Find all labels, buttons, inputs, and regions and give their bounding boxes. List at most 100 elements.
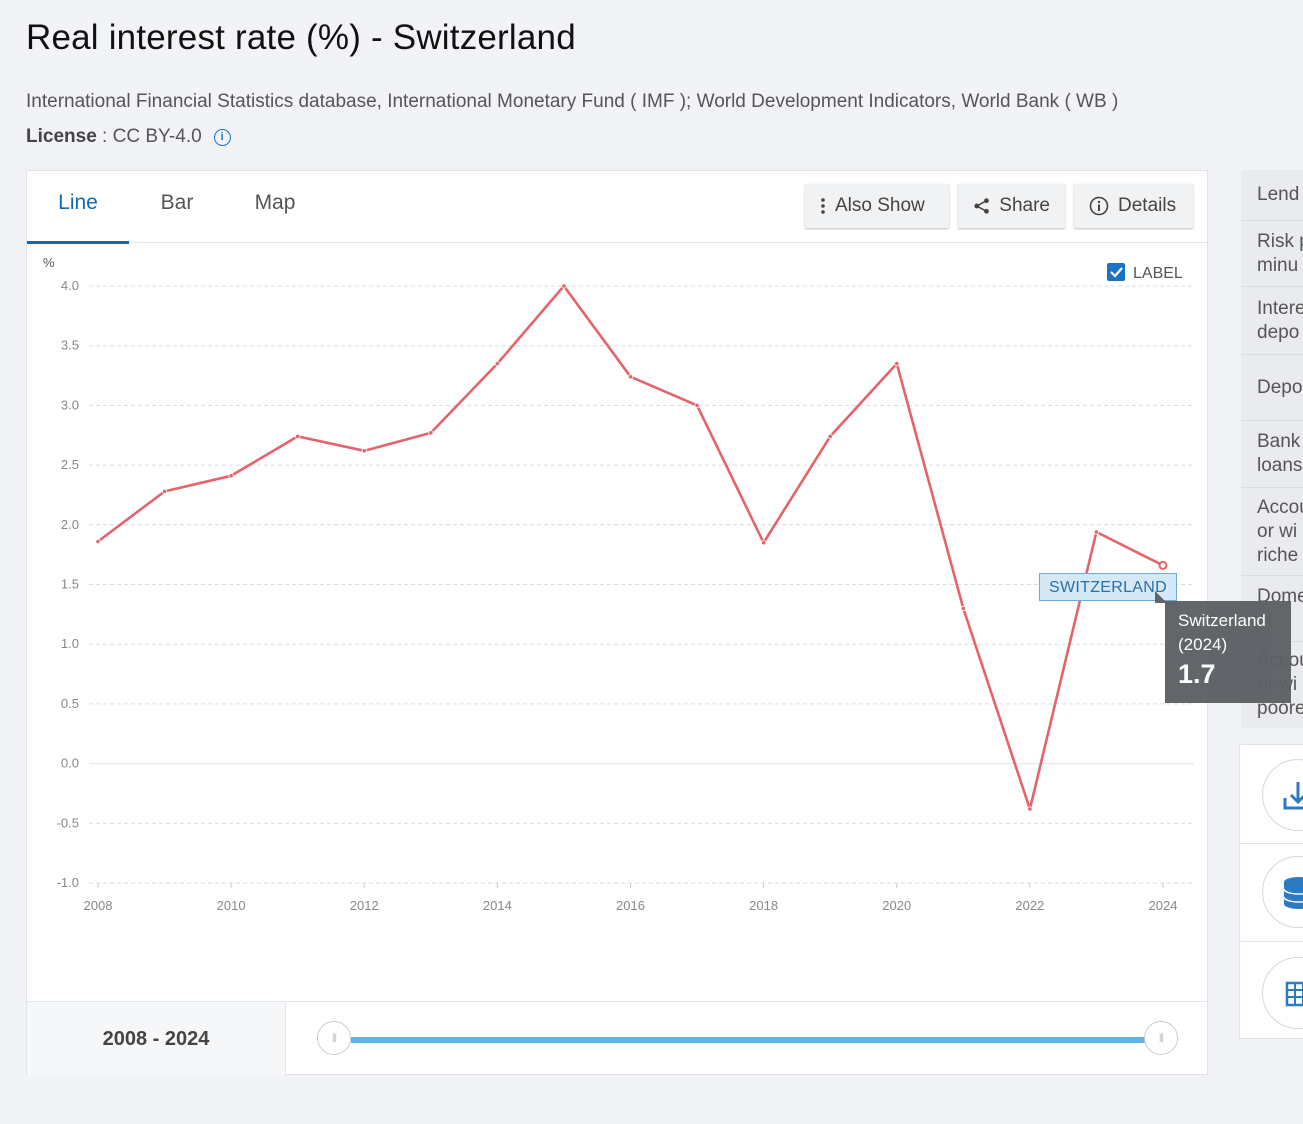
page-title: Real interest rate (%) - Switzerland <box>26 18 576 57</box>
related-item-1[interactable]: Lend <box>1241 170 1303 221</box>
download-button[interactable] <box>1262 759 1303 831</box>
tab-map[interactable]: Map <box>254 191 296 214</box>
data-point[interactable] <box>694 402 700 408</box>
data-point[interactable] <box>960 605 966 611</box>
database-icon <box>1283 877 1303 909</box>
side-tools-panel <box>1239 744 1303 1039</box>
related-item-text: Accou <box>1257 496 1303 518</box>
tabs-bar: Line Bar Map Also Show Share Details <box>27 171 1207 244</box>
download-icon <box>1283 782 1303 810</box>
related-item-text: poore <box>1257 698 1303 719</box>
details-info-icon <box>1089 196 1109 216</box>
related-item-2[interactable]: Risk pminu <box>1241 221 1303 287</box>
data-point[interactable] <box>161 488 168 494</box>
y-tick-label: 3.5 <box>61 338 79 353</box>
series-line-switzerland <box>97 284 1164 811</box>
range-slider-track[interactable] <box>351 1037 1145 1043</box>
y-axis-ticks: 4.0 3.5 3.0 2.5 2.0 1.5 1.0 0.5 0.0 -0.5 -1.0 <box>57 278 79 890</box>
related-item-4[interactable]: Depo <box>1241 355 1303 421</box>
y-tick-label: -0.5 <box>57 815 79 830</box>
database-button[interactable] <box>1262 856 1303 928</box>
y-tick-label: 2.5 <box>61 457 79 472</box>
divider <box>1240 941 1303 942</box>
data-points <box>95 283 1168 812</box>
data-point[interactable] <box>627 374 634 380</box>
y-tick-label: 1.5 <box>61 577 79 592</box>
data-point[interactable] <box>894 361 900 367</box>
x-tick-label: 2012 <box>350 898 379 913</box>
also-show-label: Also Show <box>835 195 925 216</box>
y-tick-label: 3.0 <box>61 397 79 412</box>
x-tick-label: 2010 <box>217 898 246 913</box>
range-slider-end-handle[interactable]: ||| <box>1144 1021 1178 1055</box>
y-tick-label: 2.0 <box>61 517 79 532</box>
license-line: License : CC BY-4.0 i <box>26 126 231 148</box>
data-tooltip: Switzerland (2024) 1.7 <box>1165 601 1291 703</box>
related-item-5[interactable]: Bank loans <box>1241 421 1303 488</box>
license-value: CC BY-4.0 <box>112 126 202 147</box>
x-tick-label: 2014 <box>483 898 512 913</box>
data-point[interactable] <box>428 430 434 436</box>
data-point[interactable] <box>228 473 234 479</box>
series-label: SWITZERLAND <box>1039 573 1177 601</box>
share-label: Share <box>999 195 1050 216</box>
x-tick-label: 2024 <box>1149 898 1178 913</box>
data-point[interactable] <box>95 538 101 545</box>
related-item-text: Intere <box>1257 297 1303 319</box>
also-show-button[interactable]: Also Show <box>805 184 949 228</box>
related-item-text: loans <box>1257 455 1303 476</box>
y-tick-label: -1.0 <box>57 875 79 890</box>
details-button[interactable]: Details <box>1074 184 1193 228</box>
more-vertical-icon <box>821 198 825 214</box>
y-tick-label: 1.0 <box>61 636 79 651</box>
related-item-text: Lend <box>1257 184 1300 205</box>
table-button[interactable] <box>1262 957 1303 1029</box>
data-point[interactable] <box>361 448 367 454</box>
related-item-text: riche <box>1257 544 1299 566</box>
range-bar: 2008 - 2024 ||| ||| <box>27 1001 1207 1076</box>
data-point[interactable] <box>827 433 833 440</box>
tab-line[interactable]: Line <box>27 171 129 244</box>
x-tick-label: 2018 <box>749 898 778 913</box>
data-point-highlighted[interactable] <box>1158 560 1168 570</box>
x-axis-ticks: 2008 2010 2012 2014 2016 2018 2020 2022 2024 <box>84 883 1178 913</box>
range-slider-start-handle[interactable]: ||| <box>317 1021 351 1055</box>
data-point[interactable] <box>561 283 567 289</box>
y-tick-label: 0.5 <box>61 696 79 711</box>
source-text: International Financial Statistics datab… <box>26 91 1119 112</box>
label-toggle[interactable]: LABEL <box>1107 263 1183 282</box>
table-icon <box>1285 981 1303 1007</box>
divider <box>1240 843 1303 844</box>
y-axis-label: % <box>43 255 55 270</box>
data-point[interactable] <box>1027 806 1033 812</box>
related-item-text: or wi <box>1257 520 1298 542</box>
label-toggle-text: LABEL <box>1133 265 1183 282</box>
data-point[interactable] <box>1093 529 1100 535</box>
x-tick-label: 2016 <box>616 898 645 913</box>
tooltip-year: (2024) <box>1178 635 1228 654</box>
x-tick-label: 2020 <box>882 898 911 913</box>
license-separator: : <box>96 126 113 147</box>
data-point[interactable] <box>295 433 301 440</box>
tooltip-value: 1.7 <box>1178 659 1216 689</box>
info-icon[interactable]: i <box>213 128 231 146</box>
related-item-text: Depo <box>1257 376 1303 398</box>
details-label: Details <box>1118 195 1177 216</box>
data-point[interactable] <box>761 540 767 546</box>
x-tick-label: 2022 <box>1015 898 1044 913</box>
y-tick-label: 4.0 <box>61 278 79 293</box>
related-item-3[interactable]: Intere depo <box>1241 287 1303 355</box>
related-item-text: depo <box>1257 321 1300 343</box>
line-chart: 4.0 3.5 3.0 2.5 2.0 1.5 1.0 0.5 0.0 -0.5 -1.0 2008… <box>43 255 1194 913</box>
check-icon <box>1110 267 1123 278</box>
license-label: License <box>26 126 97 147</box>
chart-card: Line Bar Map Also Show Share Details 4.0… <box>26 170 1208 1076</box>
data-point[interactable] <box>494 361 500 367</box>
tab-bar[interactable]: Bar <box>160 191 194 214</box>
related-item-text: Bank <box>1257 431 1301 452</box>
tooltip-country: Switzerland <box>1178 611 1266 630</box>
label-checkbox[interactable] <box>1107 263 1125 281</box>
share-button[interactable]: Share <box>958 184 1065 228</box>
range-label: 2008 - 2024 <box>27 1002 286 1076</box>
